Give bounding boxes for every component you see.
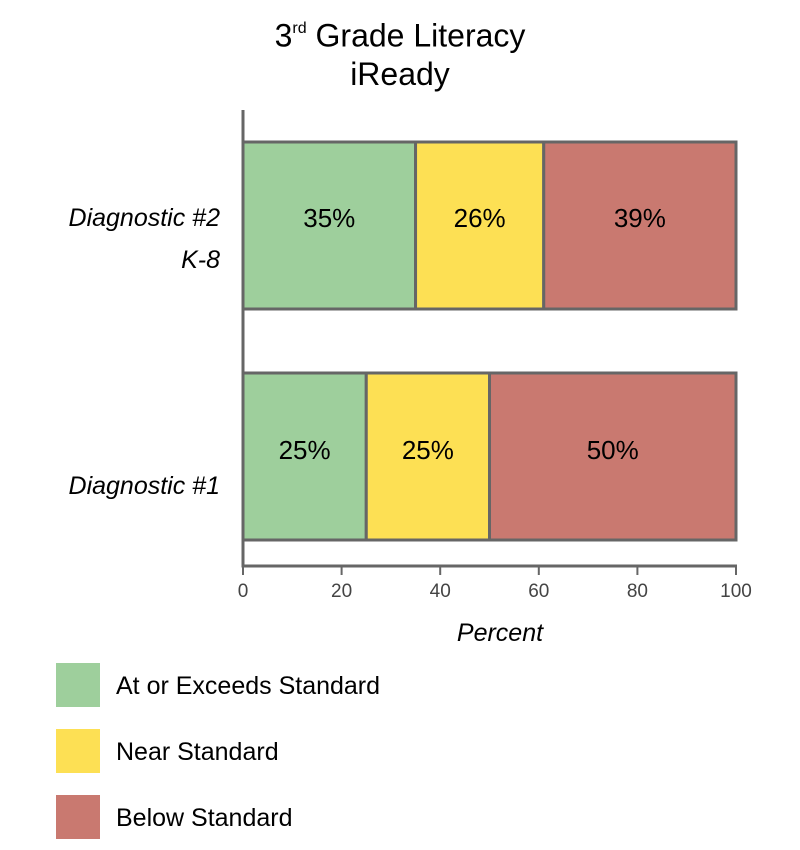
x-axis-title: Percent [457,619,544,647]
chart-title: 3rd Grade Literacy [0,12,800,55]
x-tick-label: 20 [331,581,352,602]
bar-segment [364,371,491,542]
x-tick-label: 60 [528,581,549,602]
x-tick-label: 80 [627,581,648,602]
bar-value-label: 50% [587,435,639,465]
category-label: Diagnostic #2 [69,204,221,232]
bar-segment [414,140,546,311]
legend-swatch [56,663,100,707]
x-tick-label: 0 [238,581,249,602]
bar-value-label: 25% [279,435,331,465]
x-tick-label: 40 [430,581,451,602]
category-label: Diagnostic #1 [69,472,220,500]
chart-title-text: Grade Literacy [306,17,526,54]
legend-label: At or Exceeds Standard [116,672,380,700]
legend-swatch [56,795,100,839]
chart-subtitle: iReady [350,56,450,92]
category-label: K-8 [181,246,220,274]
bar-value-label: 39% [614,203,666,233]
legend-label: Near Standard [116,738,279,766]
x-tick-label: 100 [720,581,752,602]
bar-segment [488,371,738,542]
bar-segment [241,371,368,542]
chart-title-superscript: rd [292,20,307,37]
legend-label: Below Standard [116,804,293,832]
bar-value-label: 25% [402,435,454,465]
bar-segment [241,140,418,311]
bar-value-label: 35% [303,203,355,233]
legend-swatch [56,729,100,773]
chart-title-prefix: 3 [274,17,293,54]
bar-segment [542,140,738,311]
bar-value-label: 26% [454,203,506,233]
